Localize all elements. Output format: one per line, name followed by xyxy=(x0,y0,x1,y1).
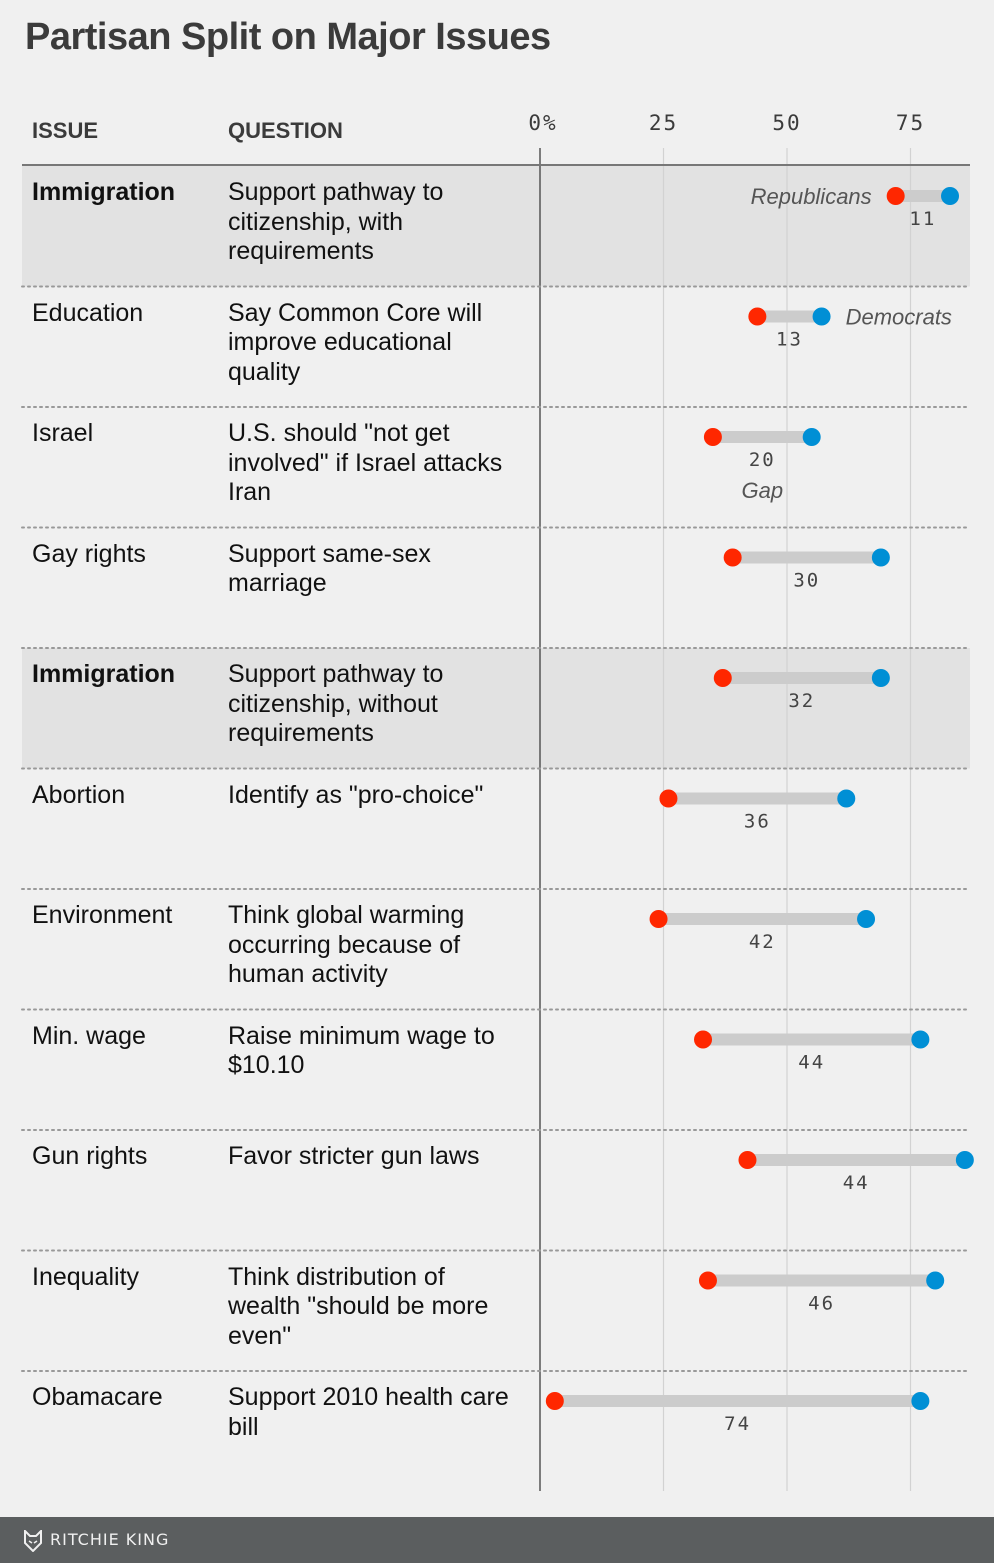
issue-label: Environment xyxy=(32,901,173,929)
question-label: Identify as "pro-choice" xyxy=(228,780,484,809)
issue-label: Gay rights xyxy=(32,539,146,568)
republican-dot xyxy=(698,1271,717,1290)
column-header-issue: ISSUE xyxy=(32,118,99,143)
republican-dot xyxy=(713,669,732,687)
republican-dot xyxy=(649,910,668,928)
democrat-dot xyxy=(926,1271,945,1290)
x-tick-label: 25 xyxy=(648,111,679,135)
question-label: U.S. should "not get involved" if Israel… xyxy=(228,419,503,506)
column-header-question: QUESTION xyxy=(228,118,343,143)
issue-label: Min. wage xyxy=(32,1021,146,1050)
legend-republicans: Republicans xyxy=(751,184,872,209)
gap-label: 30 xyxy=(793,570,820,592)
republican-dot xyxy=(748,307,767,326)
democrat-dot xyxy=(911,1392,930,1410)
dumbbell-chart: 11 13 20 30 32 36 42 44 44 46 74 Republicans Democra… xyxy=(21,148,974,1491)
republican-dot xyxy=(545,1392,564,1410)
gap-label: 13 xyxy=(776,329,803,351)
x-tick-label: 75 xyxy=(895,111,926,135)
democrat-dot xyxy=(802,428,821,446)
row-highlight xyxy=(22,166,970,287)
gap-label: 44 xyxy=(843,1172,870,1194)
democrat-dot xyxy=(871,548,890,567)
question-label: Think distribution of wealth "should be … xyxy=(228,1262,489,1350)
gap-label: 74 xyxy=(724,1413,751,1435)
republican-dot xyxy=(703,428,722,446)
issue-label: Inequality xyxy=(32,1262,140,1291)
republican-dot xyxy=(694,1030,713,1049)
gap-label: 20 xyxy=(749,449,776,471)
gap-label: 46 xyxy=(808,1293,835,1315)
republican-dot xyxy=(886,187,905,205)
republican-dot xyxy=(659,789,678,808)
gap-label: 32 xyxy=(788,690,815,712)
author-credit: RITCHIE KING xyxy=(50,1530,170,1549)
legend-democrats: Democrats xyxy=(846,305,952,330)
republican-dot xyxy=(723,548,742,567)
issue-label: Abortion xyxy=(32,780,126,809)
x-tick-label: 50 xyxy=(772,111,802,135)
democrat-dot xyxy=(812,307,831,326)
democrat-dot xyxy=(871,669,890,687)
legend-gap: Gap xyxy=(742,478,784,503)
question-label: Support pathway to citizenship, without … xyxy=(228,660,444,747)
question-label: Support 2010 health care bill xyxy=(228,1383,509,1441)
democrat-dot xyxy=(955,1151,974,1169)
fox-logo-icon xyxy=(24,1530,42,1552)
issue-label: Education xyxy=(32,298,144,327)
gap-label: 44 xyxy=(798,1052,825,1074)
footer-bar: RITCHIE KING xyxy=(0,1517,994,1563)
question-label: Raise minimum wage to $10.10 xyxy=(228,1021,495,1080)
gap-label: 42 xyxy=(749,931,776,953)
question-label: Favor stricter gun laws xyxy=(228,1142,480,1170)
question-label: Support pathway to citizenship, with req… xyxy=(228,178,444,265)
democrat-dot xyxy=(837,789,856,808)
question-label: Say Common Core will improve educational… xyxy=(228,298,483,386)
question-label: Think global warming occurring because o… xyxy=(228,901,465,988)
row-highlight xyxy=(22,648,970,769)
gap-label: 11 xyxy=(909,208,936,230)
issue-label: Gun rights xyxy=(32,1142,148,1170)
x-tick-label: 0% xyxy=(528,111,558,135)
democrat-dot xyxy=(911,1030,930,1049)
democrat-dot xyxy=(857,910,876,928)
issue-label: Obamacare xyxy=(32,1383,163,1411)
issue-label: Immigration xyxy=(32,178,176,206)
gap-label: 36 xyxy=(744,811,771,833)
chart-title: Partisan Split on Major Issues xyxy=(25,16,551,58)
issue-label: Israel xyxy=(32,419,94,447)
democrat-dot xyxy=(941,187,960,205)
issue-label: Immigration xyxy=(32,660,176,688)
republican-dot xyxy=(738,1151,757,1169)
question-label: Support same-sex marriage xyxy=(228,539,431,598)
